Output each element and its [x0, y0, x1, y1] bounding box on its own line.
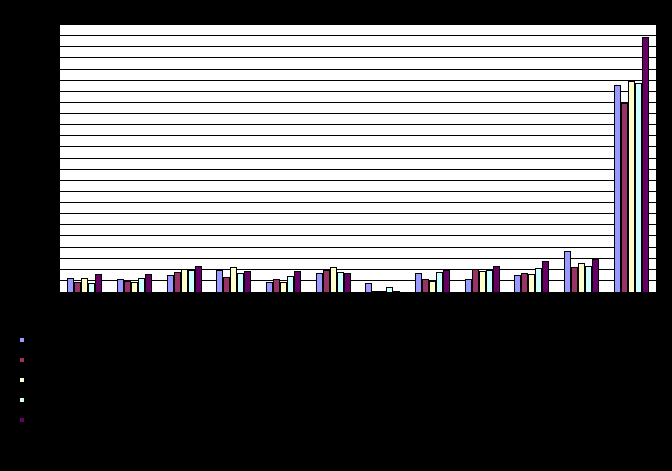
- bar-series4-cat1: [88, 283, 96, 292]
- bar-series4-cat6: [336, 272, 344, 292]
- bar-series5-cat7: [393, 291, 401, 292]
- bar-series1-cat9: [464, 279, 472, 292]
- bar-series1-cat10: [514, 275, 522, 292]
- bar-series1-cat12: [613, 85, 621, 292]
- bar-series1-cat1: [67, 278, 75, 292]
- legend-swatch-2: [19, 357, 25, 363]
- gridline: [60, 102, 656, 103]
- bar-series5-cat12: [641, 37, 649, 292]
- bar-series3-cat8: [429, 281, 436, 292]
- bar-series2-cat5: [273, 279, 280, 292]
- bar-series1-cat8: [415, 273, 422, 292]
- gridline: [60, 135, 656, 136]
- bar-series3-cat1: [81, 278, 89, 292]
- gridline: [60, 124, 656, 125]
- gridline: [60, 69, 656, 70]
- bar-series4-cat7: [386, 287, 394, 292]
- legend-swatch-4: [19, 397, 25, 403]
- bar-series4-cat11: [585, 266, 592, 292]
- bar-series1-cat6: [315, 273, 323, 292]
- bar-series2-cat9: [471, 269, 479, 292]
- bar-series4-cat12: [634, 83, 642, 292]
- legend-swatch-3: [19, 377, 25, 383]
- bar-series5-cat4: [244, 271, 252, 292]
- gridline: [60, 158, 656, 159]
- bar-series1-cat7: [365, 283, 373, 292]
- bar-series3-cat7: [379, 291, 387, 292]
- bar-series3-cat11: [578, 263, 585, 292]
- gridline: [60, 113, 656, 114]
- bar-series3-cat4: [230, 267, 238, 292]
- gridline: [60, 180, 656, 181]
- gridline: [60, 258, 656, 259]
- bar-series4-cat8: [436, 272, 443, 292]
- gridline: [60, 46, 656, 47]
- bar-series1-cat5: [266, 282, 273, 292]
- gridline: [60, 35, 656, 36]
- bar-series1-cat4: [216, 270, 224, 292]
- gridline: [60, 202, 656, 203]
- bar-series4-cat4: [237, 273, 245, 292]
- gridline: [60, 247, 656, 248]
- gridline: [60, 80, 656, 81]
- bar-series4-cat5: [287, 276, 294, 292]
- bar-series2-cat4: [223, 277, 231, 292]
- bar-series2-cat1: [74, 282, 82, 292]
- bar-series3-cat2: [131, 282, 138, 292]
- bar-series5-cat3: [194, 266, 202, 292]
- bar-series2-cat7: [372, 291, 380, 292]
- bar-series3-cat10: [528, 274, 536, 292]
- bar-series3-cat9: [478, 271, 486, 292]
- gridline: [60, 224, 656, 225]
- gridline: [60, 146, 656, 147]
- gridline: [60, 91, 656, 92]
- bar-series5-cat10: [542, 261, 550, 292]
- bar-series2-cat3: [173, 272, 181, 292]
- bar-series3-cat5: [280, 282, 287, 292]
- plot-inner: [60, 25, 656, 292]
- bar-series2-cat12: [620, 103, 628, 292]
- gridline: [60, 235, 656, 236]
- legend-swatch-5: [19, 417, 25, 423]
- bar-series1-cat3: [166, 275, 174, 292]
- bar-series2-cat6: [322, 270, 330, 292]
- gridline: [60, 280, 656, 281]
- bar-series3-cat12: [627, 81, 635, 292]
- bar-series1-cat11: [564, 251, 571, 292]
- bar-series5-cat1: [95, 274, 103, 292]
- bar-series2-cat10: [521, 273, 529, 292]
- gridline: [60, 169, 656, 170]
- bar-series5-cat11: [592, 259, 599, 292]
- bar-series5-cat6: [343, 273, 351, 292]
- bar-series5-cat2: [145, 274, 152, 292]
- bar-series4-cat2: [138, 278, 145, 292]
- bar-series5-cat9: [492, 266, 500, 292]
- bar-series5-cat8: [443, 270, 450, 292]
- bar-series2-cat11: [571, 267, 578, 292]
- gridline: [60, 57, 656, 58]
- bar-series5-cat5: [294, 271, 301, 292]
- legend-swatch-1: [19, 337, 25, 343]
- gridline: [60, 269, 656, 270]
- bar-series1-cat2: [117, 279, 124, 292]
- bar-series2-cat2: [124, 281, 131, 292]
- plot-area: [59, 24, 657, 293]
- bar-series3-cat6: [329, 267, 337, 292]
- bar-series2-cat8: [422, 279, 429, 292]
- bar-series3-cat3: [180, 269, 188, 292]
- bar-series4-cat9: [485, 270, 493, 292]
- bar-series4-cat10: [535, 268, 543, 292]
- gridline: [60, 191, 656, 192]
- bar-series4-cat3: [187, 270, 195, 292]
- gridline: [60, 213, 656, 214]
